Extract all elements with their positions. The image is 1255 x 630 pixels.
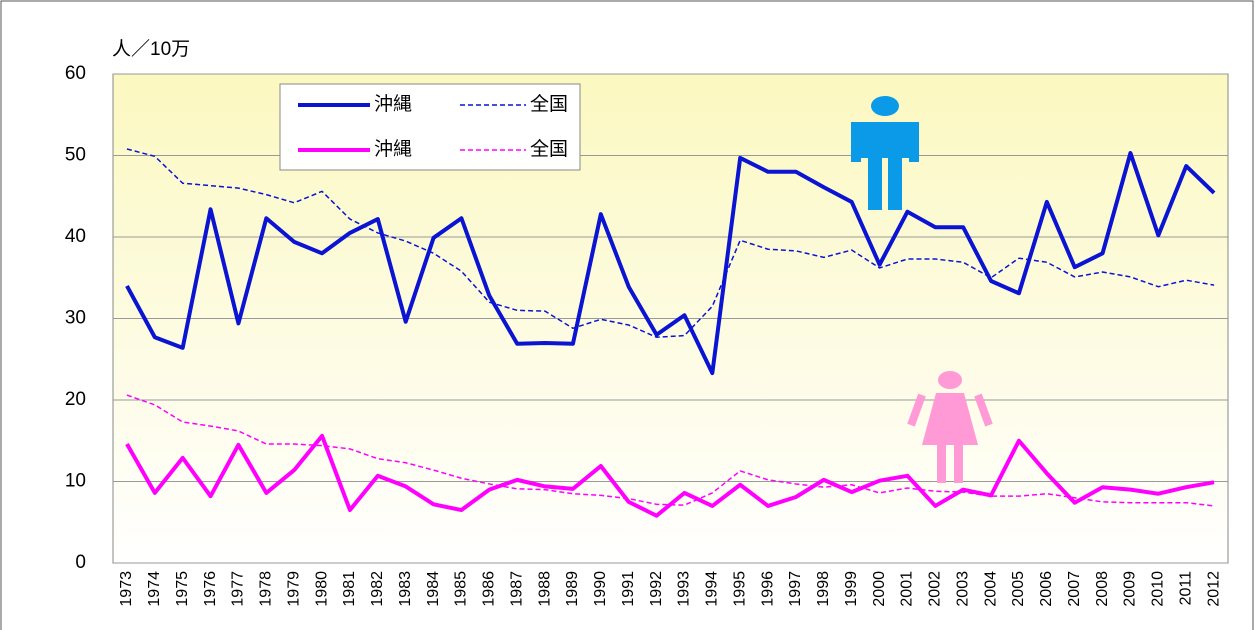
x-tick-label: 1999 — [843, 571, 860, 607]
legend-label: 沖縄 — [374, 138, 412, 160]
x-tick-label: 2002 — [927, 571, 944, 607]
x-tick-label: 1997 — [787, 571, 804, 607]
x-tick-label: 1977 — [230, 571, 247, 607]
x-tick-label: 2004 — [982, 571, 999, 607]
x-tick-label: 2000 — [871, 571, 888, 607]
x-tick-label: 1983 — [397, 571, 414, 607]
x-tick-label: 1978 — [258, 571, 275, 607]
y-tick-label: 40 — [65, 226, 86, 247]
x-tick-label: 2007 — [1066, 571, 1083, 607]
x-tick-label: 1990 — [592, 571, 609, 607]
x-tick-label: 1996 — [759, 571, 776, 607]
x-tick-label: 1994 — [704, 571, 721, 607]
x-tick-label: 1991 — [620, 571, 637, 607]
legend-label: 全国 — [530, 93, 568, 115]
male-icon — [851, 96, 919, 210]
x-tick-label: 1980 — [313, 571, 330, 607]
x-tick-label: 2003 — [954, 571, 971, 607]
x-tick-label: 2011 — [1177, 571, 1194, 606]
x-tick-label: 1998 — [815, 571, 832, 607]
x-tick-label: 2010 — [1150, 571, 1167, 607]
female-icon — [907, 371, 993, 483]
series-line — [126, 394, 1215, 507]
x-tick-label: 1993 — [676, 571, 693, 607]
x-tick-label: 1989 — [564, 571, 581, 607]
x-tick-label: 1981 — [341, 571, 358, 607]
x-tick-label: 1979 — [285, 571, 302, 607]
legend-label: 沖縄 — [374, 93, 412, 115]
series-line — [126, 148, 1215, 338]
x-tick-label: 2012 — [1205, 571, 1222, 607]
x-tick-label: 1987 — [508, 571, 525, 607]
x-tick-label: 1995 — [731, 571, 748, 607]
series-line — [125, 151, 1216, 376]
x-tick-label: 1982 — [369, 571, 386, 607]
y-tick-label: 30 — [65, 308, 86, 329]
x-tick-label: 1985 — [453, 571, 470, 607]
x-tick-label: 1988 — [536, 571, 553, 607]
y-tick-label: 0 — [75, 552, 86, 573]
x-tick-label: 2005 — [1010, 571, 1027, 607]
y-axis-label: 人／10万 — [112, 38, 190, 60]
legend — [279, 83, 581, 171]
x-tick-label: 2008 — [1094, 571, 1111, 607]
x-tick-label: 1973 — [118, 571, 135, 607]
y-tick-label: 20 — [65, 389, 86, 410]
legend-label: 全国 — [530, 138, 568, 160]
x-tick-label: 1984 — [425, 571, 442, 607]
x-tick-label: 2001 — [899, 571, 916, 607]
y-tick-label: 60 — [65, 63, 86, 84]
y-tick-label: 50 — [65, 145, 86, 166]
x-tick-label: 1974 — [146, 571, 163, 607]
x-tick-label: 2009 — [1122, 571, 1139, 607]
x-tick-label: 1992 — [648, 571, 665, 607]
x-tick-label: 2006 — [1038, 571, 1055, 607]
x-tick-label: 1976 — [202, 571, 219, 607]
x-tick-label: 1975 — [174, 571, 191, 607]
x-tick-label: 1986 — [481, 571, 498, 607]
y-tick-label: 10 — [65, 471, 86, 492]
